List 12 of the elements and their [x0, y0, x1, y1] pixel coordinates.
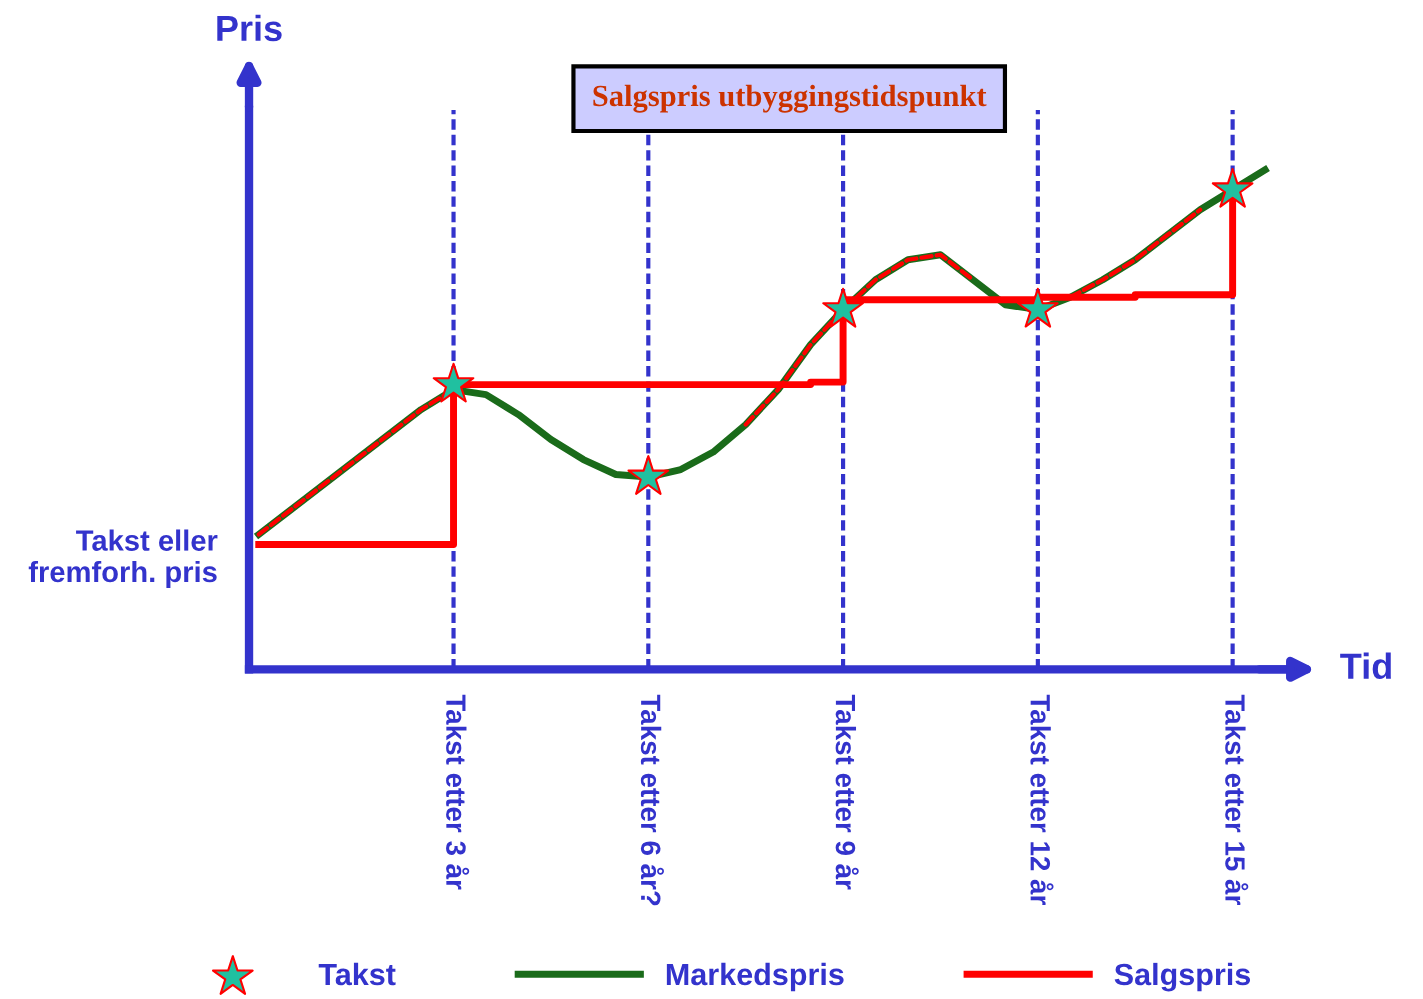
text: Takst eller fremforh. pris — [28, 529, 218, 589]
legend-label: Markedspris — [666, 962, 844, 992]
x-tick-label: Takst etter 15 år — [1225, 694, 1249, 905]
y-axis-title: Pris — [217, 14, 282, 42]
text: Salgspris utbyggingstidspunkt — [593, 84, 987, 113]
x-tick-label: Takst etter 9 år — [835, 694, 859, 890]
legend-label: Takst — [318, 962, 396, 986]
x-tick-label: Takst etter 3 år — [446, 694, 470, 890]
legend-label: Salgspris — [1114, 962, 1251, 992]
x-axis-title: Tid — [1340, 652, 1391, 680]
x-tick-label: Takst etter 12 år — [1030, 694, 1054, 905]
x-tick-label: Takst etter 6 år? — [640, 694, 664, 906]
